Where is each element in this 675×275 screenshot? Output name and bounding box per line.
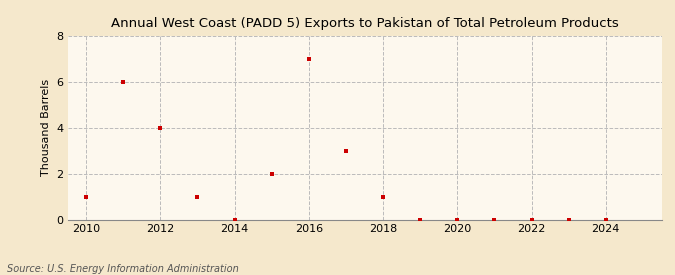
Point [117, 80, 128, 84]
Point [563, 218, 574, 222]
Point [526, 218, 537, 222]
Point [81, 195, 92, 199]
Y-axis label: Thousand Barrels: Thousand Barrels [40, 79, 51, 177]
Point [601, 218, 612, 222]
Point [452, 218, 463, 222]
Point [489, 218, 500, 222]
Text: Source: U.S. Energy Information Administration: Source: U.S. Energy Information Administ… [7, 264, 238, 274]
Point [229, 218, 240, 222]
Title: Annual West Coast (PADD 5) Exports to Pakistan of Total Petroleum Products: Annual West Coast (PADD 5) Exports to Pa… [111, 17, 618, 31]
Point [340, 149, 351, 153]
Point [414, 218, 425, 222]
Point [266, 172, 277, 176]
Point [155, 126, 166, 130]
Point [303, 57, 314, 61]
Point [192, 195, 202, 199]
Point [378, 195, 389, 199]
